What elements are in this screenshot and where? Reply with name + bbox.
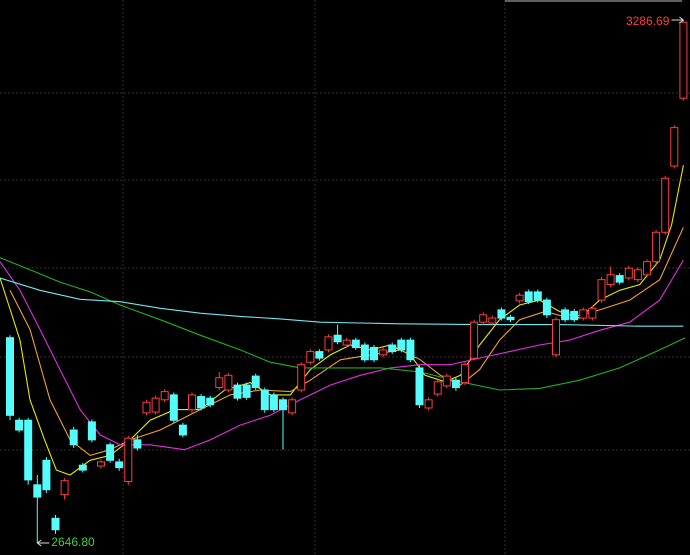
- candle-body: [251, 375, 260, 389]
- candle-body: [69, 429, 78, 446]
- candle-body: [415, 367, 424, 406]
- candle-body: [624, 267, 633, 279]
- candle-body: [433, 381, 442, 395]
- candle-body: [215, 377, 224, 389]
- candle-body: [115, 461, 124, 469]
- candle-body: [479, 314, 488, 323]
- candle-body: [151, 397, 160, 413]
- high-label: 3286.69: [626, 14, 670, 28]
- candle-body: [133, 439, 142, 449]
- low-label: 2646.80: [51, 535, 95, 549]
- candle-body: [42, 459, 51, 491]
- high-arrow-head: [679, 16, 684, 24]
- candle-body: [579, 309, 588, 319]
- candle-body: [470, 321, 479, 359]
- candle-body: [679, 21, 688, 99]
- ma-line: [0, 259, 684, 451]
- candle-body: [424, 399, 433, 409]
- candle-body: [633, 269, 642, 281]
- candle-body: [643, 261, 651, 276]
- candle-body: [51, 517, 60, 531]
- candle-body: [661, 177, 670, 233]
- candle-body: [306, 351, 315, 363]
- candle-body: [388, 344, 397, 353]
- candle-body: [279, 399, 287, 411]
- candle-body: [542, 299, 551, 316]
- candle-body: [124, 437, 133, 483]
- candle-body: [615, 275, 624, 283]
- candle-body: [360, 344, 369, 361]
- candle-body: [597, 279, 606, 301]
- candle-body: [87, 421, 96, 441]
- candle-body: [60, 480, 69, 496]
- candle-body: [333, 334, 342, 343]
- candle-body: [652, 231, 661, 263]
- candle-body: [288, 399, 297, 414]
- candle-body: [488, 317, 497, 324]
- candle-body: [461, 364, 469, 384]
- ma-line: [9, 227, 684, 457]
- ma-line: [0, 277, 684, 327]
- candle-body: [33, 484, 42, 498]
- candle-body: [561, 309, 570, 321]
- candle-body: [188, 394, 196, 411]
- ma-line: [0, 257, 686, 391]
- candle-body: [670, 127, 679, 167]
- candle-body: [351, 339, 360, 348]
- candle-body: [15, 419, 24, 431]
- candle-body: [242, 384, 251, 398]
- candle-body: [78, 464, 87, 471]
- candle-body: [406, 339, 415, 361]
- candle-body: [269, 394, 278, 411]
- candle-body: [260, 389, 269, 411]
- candle-body: [315, 351, 324, 359]
- candle-body: [515, 294, 524, 302]
- candle-body: [6, 337, 14, 416]
- candle-body: [379, 349, 388, 356]
- candle-body: [224, 374, 233, 391]
- candle-body: [524, 291, 533, 303]
- candle-body: [451, 379, 460, 389]
- candle-body: [97, 461, 105, 467]
- candle-body: [24, 419, 33, 481]
- candle-body: [233, 384, 242, 399]
- candle-body: [370, 346, 378, 361]
- candle-body: [106, 444, 115, 461]
- candle-body: [197, 396, 206, 409]
- candle-body: [142, 401, 151, 414]
- candle-body: [533, 291, 542, 301]
- candle-body: [324, 336, 333, 351]
- candle-body: [497, 309, 506, 319]
- candle-body: [297, 364, 306, 391]
- candle-body: [442, 375, 451, 387]
- candle-body: [160, 391, 169, 401]
- candle-body: [588, 307, 597, 319]
- candle-body: [206, 397, 215, 406]
- low-arrow-head: [37, 539, 42, 547]
- candle-body: [570, 311, 579, 321]
- candle-body: [169, 394, 178, 421]
- candle-body: [397, 339, 406, 351]
- candle-body: [506, 316, 515, 321]
- candle-body: [178, 424, 187, 436]
- candle-body: [342, 339, 351, 346]
- candle-body: [606, 274, 615, 286]
- candle-body: [552, 319, 560, 356]
